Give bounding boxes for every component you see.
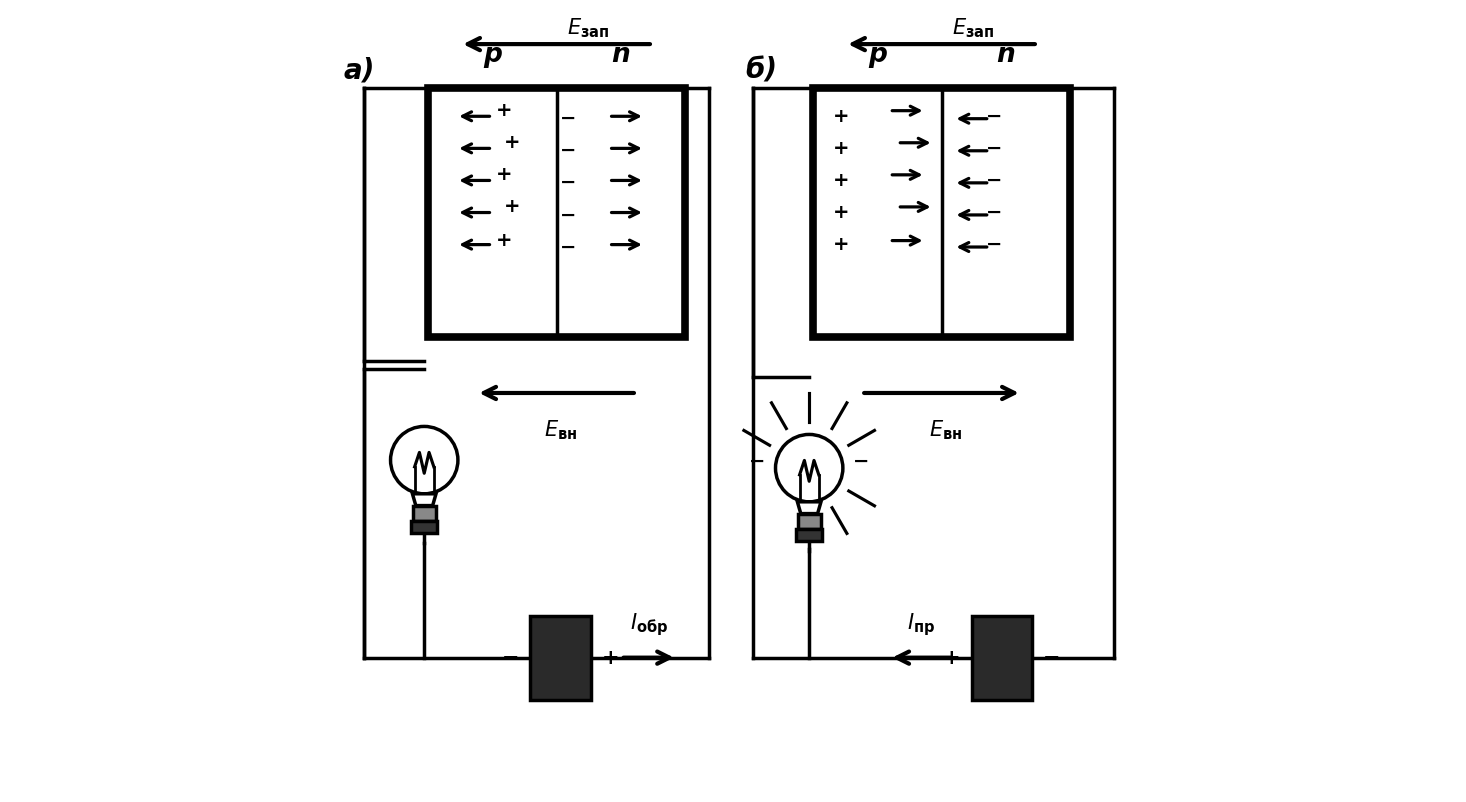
Text: +: +: [603, 648, 620, 667]
Text: −: −: [560, 173, 576, 192]
Text: −: −: [560, 237, 576, 257]
Text: б): б): [745, 56, 777, 84]
Text: $E_{\mathbf{вн}}$: $E_{\mathbf{вн}}$: [929, 419, 962, 442]
Text: +: +: [833, 139, 849, 158]
Text: +: +: [943, 648, 960, 667]
Text: +: +: [496, 165, 513, 184]
Text: −: −: [560, 205, 576, 225]
Text: −: −: [749, 452, 765, 471]
Text: −: −: [1042, 648, 1060, 667]
Text: −: −: [985, 235, 1001, 254]
Text: $I_{\mathbf{обр}}$: $I_{\mathbf{обр}}$: [630, 611, 668, 638]
Bar: [428, 88, 685, 337]
Text: +: +: [504, 133, 520, 152]
Text: −: −: [985, 139, 1001, 158]
Circle shape: [776, 435, 843, 502]
Circle shape: [390, 427, 457, 494]
Text: −: −: [985, 203, 1001, 222]
Text: p: p: [482, 43, 501, 68]
Text: +: +: [833, 203, 849, 222]
Text: а): а): [345, 56, 375, 84]
Bar: [972, 616, 1032, 699]
Bar: [796, 529, 822, 541]
Text: −: −: [560, 141, 576, 160]
Text: +: +: [496, 101, 513, 120]
Text: +: +: [833, 235, 849, 254]
Bar: [531, 616, 591, 699]
Text: p: p: [868, 43, 887, 68]
Polygon shape: [798, 502, 821, 513]
Text: +: +: [504, 197, 520, 217]
Text: −: −: [560, 109, 576, 128]
Text: +: +: [833, 107, 849, 126]
Bar: [412, 505, 435, 520]
Text: +: +: [496, 231, 513, 250]
Text: −: −: [985, 171, 1001, 190]
Text: $I_{\mathbf{пр}}$: $I_{\mathbf{пр}}$: [907, 611, 935, 638]
Text: $E_{\mathbf{зап}}$: $E_{\mathbf{зап}}$: [567, 17, 610, 40]
Bar: [814, 88, 1070, 337]
Bar: [412, 520, 437, 533]
Text: n: n: [997, 43, 1014, 68]
Text: n: n: [611, 43, 630, 68]
Text: +: +: [833, 171, 849, 190]
Polygon shape: [412, 494, 435, 505]
Bar: [798, 513, 821, 529]
Text: −: −: [853, 452, 869, 471]
Text: $E_{\mathbf{зап}}$: $E_{\mathbf{зап}}$: [953, 17, 995, 40]
Text: −: −: [985, 107, 1001, 126]
Text: −: −: [501, 648, 519, 667]
Text: $E_{\mathbf{вн}}$: $E_{\mathbf{вн}}$: [544, 419, 578, 442]
